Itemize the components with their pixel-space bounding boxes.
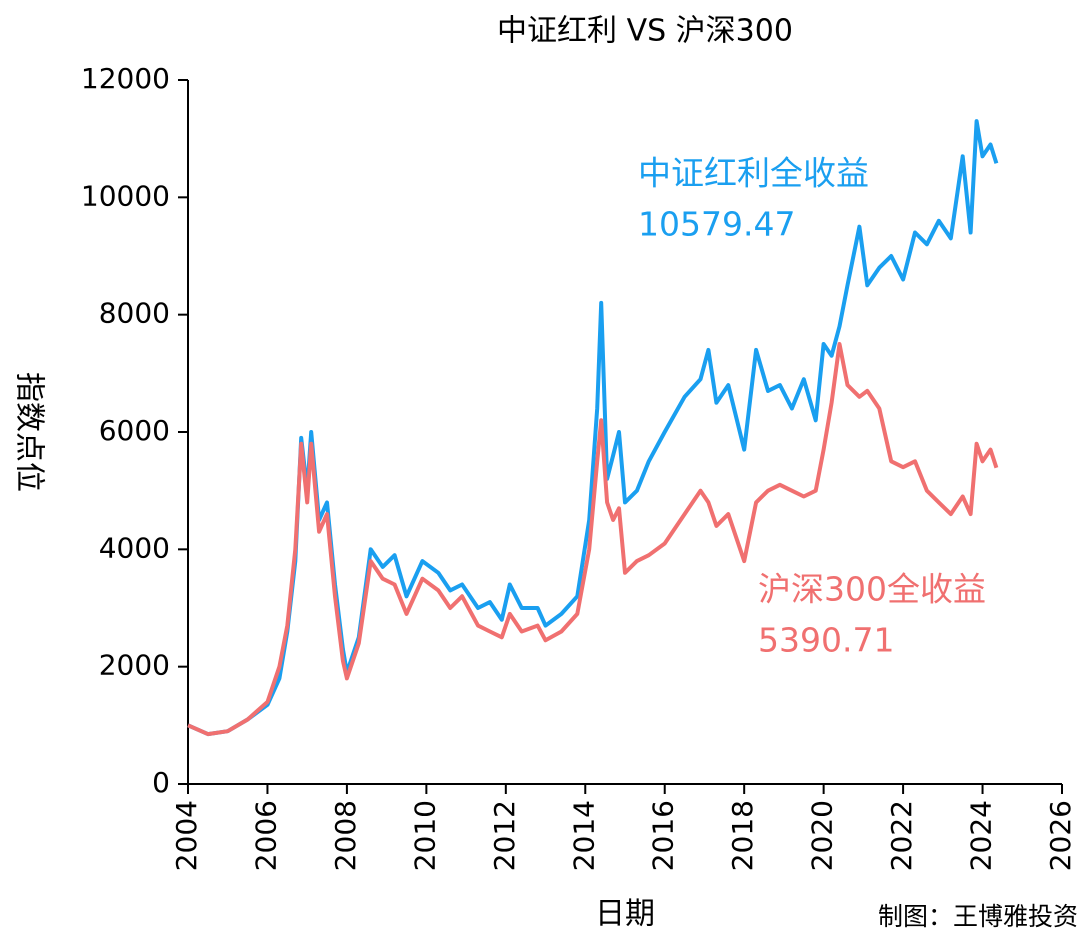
x-tick-label: 2022 [885,800,918,871]
x-axis-label: 日期 [595,897,655,932]
y-tick-label: 4000 [99,531,170,564]
y-tick-label: 8000 [99,297,170,330]
x-tick-label: 2010 [408,800,441,871]
y-axis-label: 指数点位 [12,372,47,492]
x-tick-label: 2018 [726,800,759,871]
y-tick-label: 2000 [99,649,170,682]
y-tick-label: 6000 [99,414,170,447]
annotation: 5390.71 [758,621,894,660]
x-tick-label: 2012 [488,800,521,871]
x-tick-label: 2020 [806,800,839,871]
x-tick-label: 2006 [249,800,282,871]
y-tick-label: 12000 [81,62,170,95]
x-tick-label: 2026 [1044,800,1077,871]
x-tick-label: 2024 [965,800,998,871]
y-tick-label: 10000 [81,179,170,212]
x-tick-label: 2014 [567,800,600,871]
y-tick-label: 0 [152,766,170,799]
x-tick-label: 2008 [329,800,362,871]
chart-title: 中证红利 VS 沪深300 [497,14,793,49]
annotation: 沪深300全收益 [758,570,986,609]
x-tick-label: 2016 [647,800,680,871]
x-tick-label: 2004 [170,800,203,871]
annotation: 10579.47 [638,205,795,244]
credit: 制图：王博雅投资 [878,902,1078,931]
annotation: 中证红利全收益 [638,154,869,193]
series-line [187,342,999,737]
